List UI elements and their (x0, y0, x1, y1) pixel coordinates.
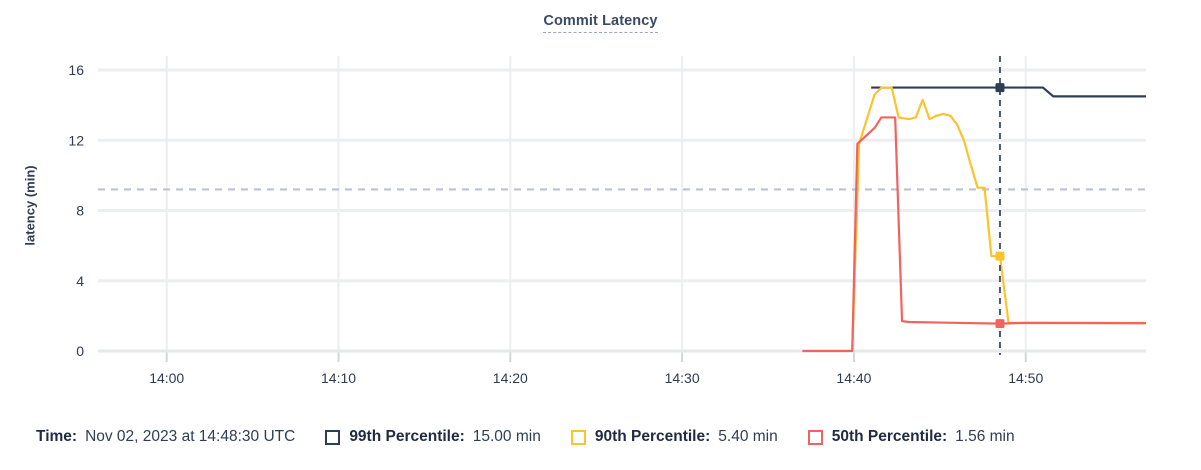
crosshair-group[interactable] (995, 56, 1005, 355)
footer-time-group: Time: Nov 02, 2023 at 14:48:30 UTC (36, 428, 295, 446)
legend-value-p99: 15.00 min (472, 428, 541, 445)
chart-title-text: Commit Latency (543, 13, 658, 33)
x-tick-label: 14:30 (665, 370, 700, 386)
footer-time-value: Nov 02, 2023 at 14:48:30 UTC (85, 428, 296, 445)
page-title: Commit Latency (0, 13, 1201, 33)
legend-item-p99[interactable]: 99th Percentile: 15.00 min (325, 428, 541, 446)
legend-label-p99: 99th Percentile: (349, 428, 465, 445)
legend-value-p90: 5.40 min (718, 428, 778, 445)
crosshair-marker-1 (995, 251, 1005, 261)
legend-swatch-icon-p90 (570, 429, 586, 445)
y-tick-label: 8 (76, 203, 84, 219)
footer-time-label: Time: (36, 428, 78, 445)
legend-swatch-icon-p50 (807, 429, 823, 445)
y-tick-label: 12 (68, 132, 84, 148)
crosshair-marker-2 (995, 319, 1005, 329)
x-tick-label: 14:00 (149, 370, 184, 386)
y-tick-label: 16 (68, 62, 84, 78)
axis-tick-labels: 0 4 8 12 16 14:00 14:10 14:20 14:30 14:40 14:50 (68, 62, 1043, 386)
y-tick-label: 4 (76, 273, 84, 289)
crosshair-marker-0 (995, 83, 1005, 93)
x-tick-label: 14:10 (321, 370, 356, 386)
x-tick-label: 14:50 (1008, 370, 1043, 386)
chart-plot-area[interactable]: 0 4 8 12 16 14:00 14:10 14:20 14:30 14:40 14:50 (0, 0, 1201, 410)
x-tick-label: 14:40 (836, 370, 871, 386)
legend-item-p90[interactable]: 90th Percentile: 5.40 min (570, 428, 778, 446)
legend-label-p50: 50th Percentile: (831, 428, 948, 445)
y-tick-label: 0 (76, 343, 84, 359)
series-line-1 (851, 86, 1146, 352)
legend-item-p50[interactable]: 50th Percentile: 1.56 min (807, 428, 1015, 446)
grid-lines (98, 56, 1146, 362)
legend-label-p90: 90th Percentile: (594, 428, 711, 445)
legend-swatch-icon-p99 (325, 429, 341, 445)
series-line-0 (871, 86, 1146, 98)
chart-footer-legend: Time: Nov 02, 2023 at 14:48:30 UTC 99th … (0, 412, 1201, 462)
legend-value-p50: 1.56 min (955, 428, 1015, 445)
x-tick-label: 14:20 (493, 370, 528, 386)
